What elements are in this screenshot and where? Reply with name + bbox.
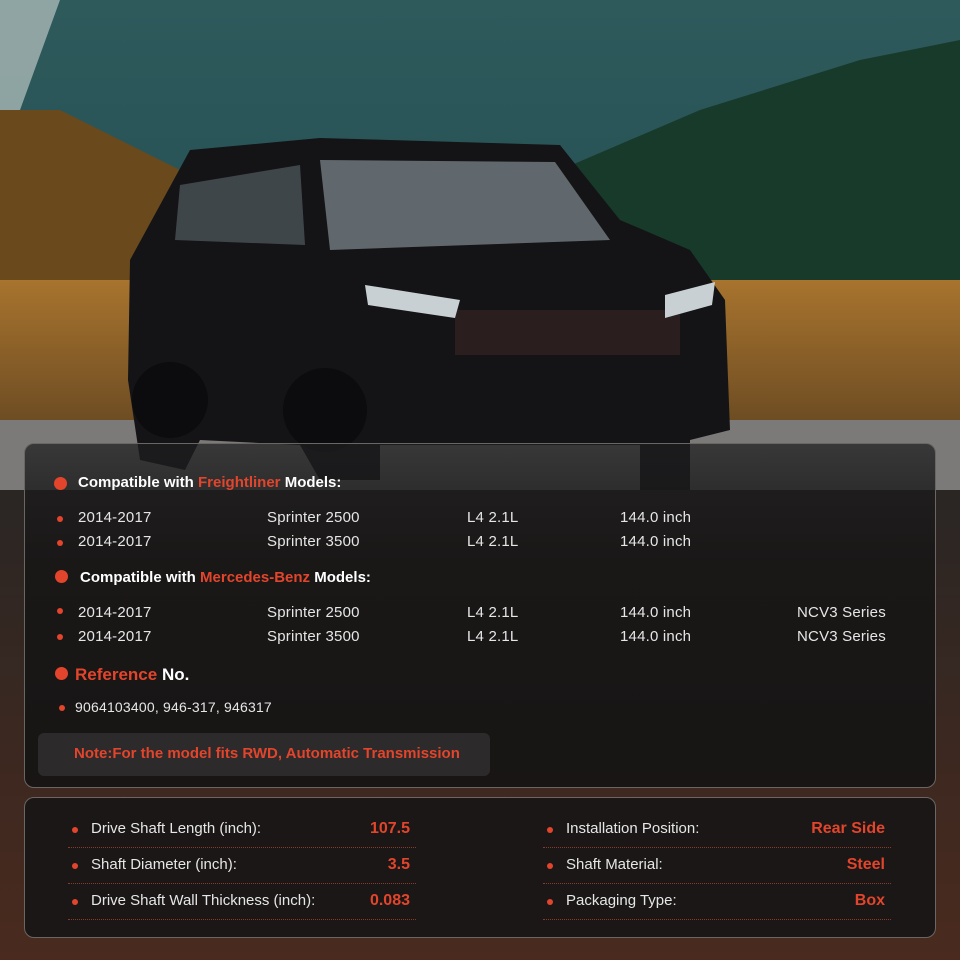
- spec-label: Shaft Material:: [566, 856, 663, 873]
- spec-row: Drive Shaft Length (inch): 107.5: [68, 812, 416, 848]
- fit-model: Sprinter 2500: [267, 509, 360, 526]
- row-bullet: [57, 540, 63, 546]
- fit-model: Sprinter 3500: [267, 533, 360, 550]
- row-bullet: [57, 608, 63, 614]
- section-bullet: [54, 477, 67, 490]
- fit-series: NCV3 Series: [797, 628, 886, 645]
- fit-year: 2014-2017: [78, 509, 152, 526]
- fit-series: NCV3 Series: [797, 604, 886, 621]
- spec-label: Installation Position:: [566, 820, 700, 837]
- fit-length: 144.0 inch: [620, 533, 692, 550]
- fit-length: 144.0 inch: [620, 509, 692, 526]
- spec-value: Rear Side: [811, 820, 885, 837]
- spec-value: 0.083: [369, 892, 410, 909]
- spec-label: Drive Shaft Length (inch):: [91, 820, 262, 837]
- fit-engine: L4 2.1L: [467, 604, 519, 621]
- row-bullet: [57, 634, 63, 640]
- specifications-panel: [24, 797, 936, 938]
- compatibility-panel: [24, 443, 936, 788]
- fit-engine: L4 2.1L: [467, 509, 519, 526]
- spec-label: Drive Shaft Wall Thickness (inch):: [91, 892, 316, 909]
- fit-length: 144.0 inch: [620, 604, 692, 621]
- spec-row: Installation Position: Rear Side: [543, 812, 891, 848]
- spec-label: Shaft Diameter (inch):: [91, 856, 237, 873]
- row-bullet: [547, 827, 553, 833]
- fitment-note: Note:For the model fits RWD, Automatic T…: [38, 733, 490, 776]
- row-bullet: [72, 899, 78, 905]
- fit-year: 2014-2017: [78, 533, 152, 550]
- snow-peak: [0, 0, 60, 120]
- section-bullet: [55, 667, 68, 680]
- fit-year: 2014-2017: [78, 604, 152, 621]
- spec-row: Packaging Type: Box: [543, 884, 891, 920]
- suv-car: [128, 138, 730, 490]
- fit-model: Sprinter 3500: [267, 628, 360, 645]
- reference-heading: Reference No.: [75, 665, 190, 684]
- row-bullet: [547, 863, 553, 869]
- spec-value: 3.5: [387, 856, 410, 873]
- reference-numbers: 9064103400, 946-317, 946317: [75, 699, 272, 715]
- spec-value: Box: [854, 892, 885, 909]
- fit-model: Sprinter 2500: [267, 604, 360, 621]
- spec-label: Packaging Type:: [566, 892, 677, 909]
- row-bullet: [72, 863, 78, 869]
- fit-engine: L4 2.1L: [467, 628, 519, 645]
- row-bullet: [72, 827, 78, 833]
- row-bullet: [547, 899, 553, 905]
- fit-engine: L4 2.1L: [467, 533, 519, 550]
- row-bullet: [57, 516, 63, 522]
- freightliner-heading: Compatible with Freightliner Models:: [78, 474, 342, 491]
- mercedes-heading: Compatible with Mercedes-Benz Models:: [80, 569, 371, 586]
- fit-year: 2014-2017: [78, 628, 152, 645]
- spec-row: Drive Shaft Wall Thickness (inch): 0.083: [68, 884, 416, 920]
- spec-value: 107.5: [369, 820, 410, 837]
- spec-row: Shaft Diameter (inch): 3.5: [68, 848, 416, 884]
- fit-length: 144.0 inch: [620, 628, 692, 645]
- spec-row: Shaft Material: Steel: [543, 848, 891, 884]
- row-bullet: [59, 705, 65, 711]
- section-bullet: [55, 570, 68, 583]
- spec-value: Steel: [846, 856, 885, 873]
